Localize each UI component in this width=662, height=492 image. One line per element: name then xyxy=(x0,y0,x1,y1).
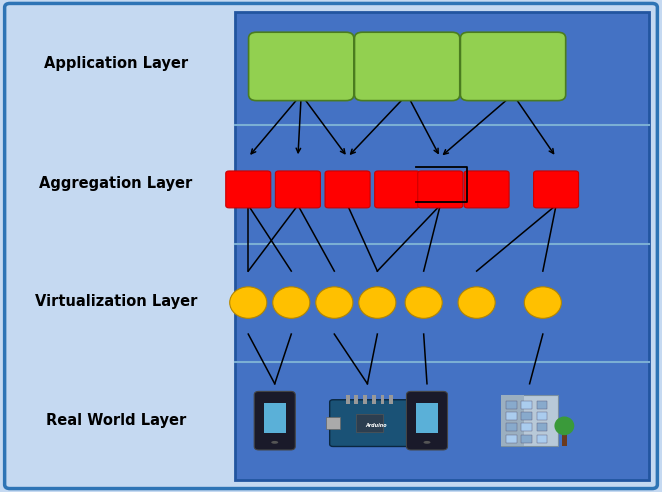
Bar xyxy=(381,396,385,404)
Bar xyxy=(537,424,547,431)
Bar xyxy=(389,396,393,404)
Bar xyxy=(537,400,547,408)
Bar xyxy=(363,396,367,404)
FancyBboxPatch shape xyxy=(534,171,579,208)
Ellipse shape xyxy=(273,287,310,318)
Bar xyxy=(522,412,532,420)
Bar xyxy=(502,395,557,447)
FancyBboxPatch shape xyxy=(5,3,657,489)
Bar xyxy=(506,412,517,420)
Bar xyxy=(416,403,438,433)
Bar xyxy=(561,433,567,447)
Text: Arduino: Arduino xyxy=(365,423,387,428)
Text: Application Layer: Application Layer xyxy=(44,57,188,71)
FancyBboxPatch shape xyxy=(464,171,509,208)
FancyBboxPatch shape xyxy=(460,32,565,101)
Bar xyxy=(506,400,517,408)
Ellipse shape xyxy=(316,287,353,318)
FancyBboxPatch shape xyxy=(254,392,295,450)
FancyBboxPatch shape xyxy=(330,400,409,447)
Text: Virtualization Layer: Virtualization Layer xyxy=(34,294,197,308)
FancyBboxPatch shape xyxy=(248,32,354,101)
FancyBboxPatch shape xyxy=(406,392,448,450)
Ellipse shape xyxy=(230,287,267,318)
Ellipse shape xyxy=(271,441,278,444)
Bar xyxy=(537,435,547,443)
Ellipse shape xyxy=(405,287,442,318)
FancyBboxPatch shape xyxy=(418,171,463,208)
Bar xyxy=(522,400,532,408)
Bar xyxy=(506,424,517,431)
FancyBboxPatch shape xyxy=(226,171,271,208)
Ellipse shape xyxy=(554,416,574,435)
Text: Aggregation Layer: Aggregation Layer xyxy=(39,176,193,190)
Bar xyxy=(502,395,524,447)
FancyBboxPatch shape xyxy=(235,12,649,480)
Bar xyxy=(354,396,358,404)
Ellipse shape xyxy=(424,441,430,444)
Ellipse shape xyxy=(359,287,396,318)
Ellipse shape xyxy=(458,287,495,318)
Bar xyxy=(372,396,376,404)
Bar xyxy=(537,412,547,420)
Bar xyxy=(326,417,340,429)
Bar xyxy=(522,424,532,431)
Bar xyxy=(356,414,383,432)
FancyBboxPatch shape xyxy=(375,171,420,208)
FancyBboxPatch shape xyxy=(354,32,459,101)
Text: Real World Layer: Real World Layer xyxy=(46,413,186,428)
Bar xyxy=(506,435,517,443)
Bar xyxy=(264,403,285,433)
Bar xyxy=(346,396,350,404)
Ellipse shape xyxy=(524,287,561,318)
FancyBboxPatch shape xyxy=(275,171,320,208)
FancyBboxPatch shape xyxy=(325,171,370,208)
Bar xyxy=(522,435,532,443)
